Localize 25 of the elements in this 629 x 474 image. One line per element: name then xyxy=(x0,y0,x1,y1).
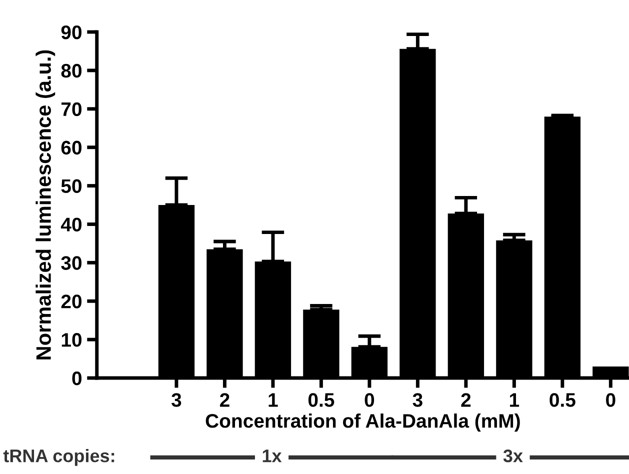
x-tick-label: 0 xyxy=(606,393,616,407)
x-tick-label: 2 xyxy=(220,393,230,407)
y-axis-title: Normalized luminescence (a.u.) xyxy=(36,50,56,360)
y-tick-label: 0 xyxy=(72,371,82,386)
y-tick-label: 30 xyxy=(61,256,82,270)
x-tick-label: 3 xyxy=(172,393,182,407)
x-tick-label: 1 xyxy=(268,393,278,407)
x-tick-label: 0.5 xyxy=(550,393,576,407)
y-tick-label: 40 xyxy=(60,218,82,232)
x-tick-label: 0 xyxy=(364,393,374,407)
x-tick-label: 3 xyxy=(412,393,422,407)
text: 3x xyxy=(503,449,523,462)
text: tRNA copies: xyxy=(3,448,114,466)
y-tick-label: 60 xyxy=(61,140,82,155)
y-tick-label: 90 xyxy=(61,25,82,40)
y-tick-label: 10 xyxy=(62,333,82,347)
y-tick-label: 70 xyxy=(61,102,82,116)
x-tick-label: 0.5 xyxy=(308,393,334,407)
x-tick-label: 2 xyxy=(461,393,471,407)
x-axis-title: Concentration of Ala-DanAla (mM) xyxy=(206,414,520,432)
y-tick-label: 50 xyxy=(61,179,82,194)
y-tick-label: 20 xyxy=(61,294,82,308)
text: 1x xyxy=(262,450,282,462)
x-tick-label: 1 xyxy=(510,393,520,407)
y-tick-label: 80 xyxy=(61,64,82,78)
